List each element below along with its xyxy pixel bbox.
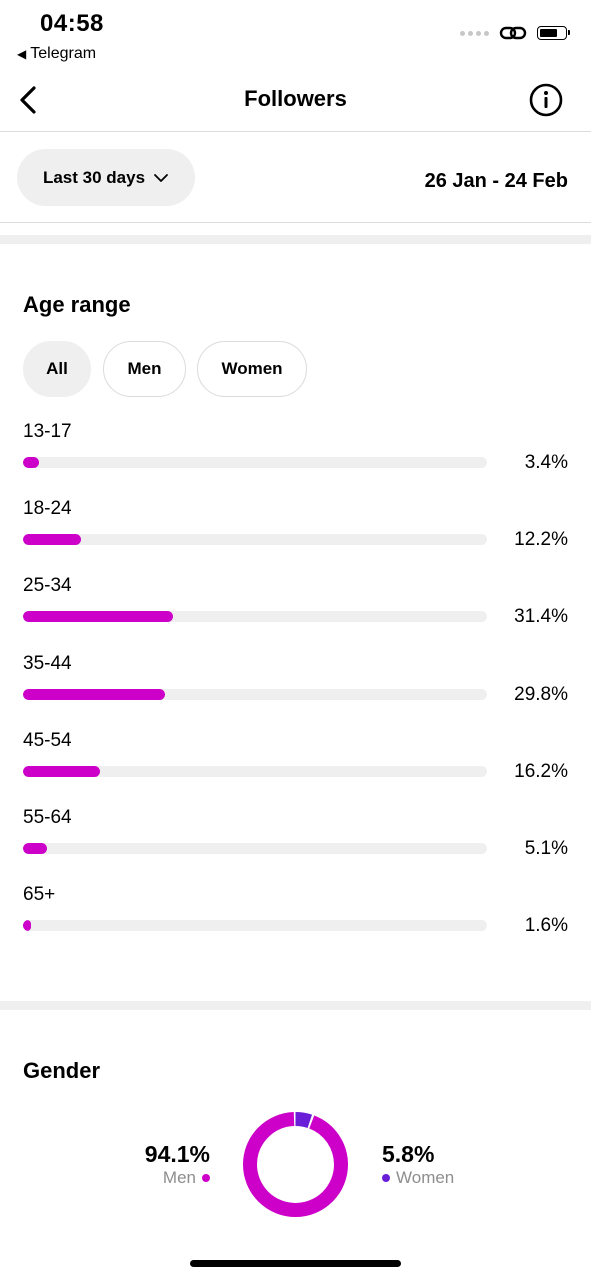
age-row: 35-44 29.8% (23, 653, 568, 713)
women-stat: 5.8% Women (382, 1141, 492, 1188)
donut-men-segment (243, 1112, 348, 1217)
age-bar-track (23, 611, 487, 623)
age-percent: 5.1% (524, 838, 568, 859)
section-separator (0, 235, 591, 244)
age-bar-track (23, 765, 487, 777)
age-label: 13-17 (23, 421, 72, 442)
age-row: 65+ 1.6% (23, 884, 568, 944)
age-row: 13-17 3.4% (23, 421, 568, 481)
info-icon[interactable] (529, 83, 563, 117)
tab-all[interactable]: All (23, 341, 91, 397)
battery-icon (537, 26, 570, 40)
age-label: 25-34 (23, 575, 72, 597)
age-label: 45-54 (23, 729, 72, 751)
age-label: 55-64 (23, 807, 72, 828)
filter-divider (0, 222, 591, 223)
age-percent: 3.4% (524, 452, 568, 473)
home-indicator[interactable] (190, 1260, 401, 1267)
age-bar-track (23, 457, 487, 468)
men-stat: 94.1% Men (128, 1141, 210, 1188)
link-icon (499, 26, 527, 40)
back-to-telegram-link[interactable]: ◀ Telegram (17, 45, 96, 63)
header-divider (0, 131, 591, 132)
age-bar (23, 611, 174, 623)
age-percent: 31.4% (514, 606, 568, 628)
women-percent: 5.8% (382, 1141, 435, 1167)
age-row: 18-24 12.2% (23, 498, 568, 558)
age-percent: 16.2% (514, 760, 568, 782)
date-range: 26 Jan - 24 Feb (424, 170, 568, 192)
age-label: 35-44 (23, 652, 72, 674)
age-bar (23, 688, 166, 700)
age-percent: 1.6% (524, 915, 568, 937)
women-label: Women (396, 1168, 455, 1187)
age-label: 18-24 (23, 498, 72, 520)
gender-donut-chart (243, 1112, 348, 1217)
age-range-title: Age range (23, 292, 131, 317)
age-bar-track (23, 920, 487, 932)
donut-women-segment (243, 1112, 348, 1217)
gender-title: Gender (23, 1058, 101, 1083)
age-bar (23, 843, 48, 854)
age-row: 55-64 5.1% (23, 807, 568, 867)
men-legend: Men (128, 1168, 210, 1188)
signal-icon (460, 30, 489, 36)
tab-women[interactable]: Women (197, 341, 307, 397)
status-time: 04:58 (40, 10, 104, 37)
tab-men[interactable]: Men (103, 341, 186, 397)
women-legend: Women (382, 1168, 492, 1188)
age-bar-track (23, 688, 487, 700)
age-bar-track (23, 534, 487, 546)
age-bar (23, 457, 40, 468)
age-label: 65+ (23, 884, 56, 906)
age-bar (23, 534, 82, 546)
men-label: Men (162, 1168, 196, 1187)
men-dot-icon (202, 1174, 210, 1182)
page-title: Followers (244, 86, 347, 111)
triangle-left-icon: ◀ (17, 47, 27, 61)
period-label: Last 30 days (42, 167, 146, 187)
status-indicators (460, 24, 570, 42)
chevron-left-icon[interactable] (14, 84, 44, 116)
age-bar (23, 765, 101, 777)
age-row: 45-54 16.2% (23, 730, 568, 790)
women-dot-icon (382, 1174, 390, 1182)
chevron-down-icon (154, 173, 168, 182)
age-row: 25-34 31.4% (23, 575, 568, 635)
age-percent: 12.2% (514, 529, 568, 551)
age-bar-track (23, 843, 487, 854)
period-dropdown-button[interactable]: Last 30 days (17, 149, 195, 206)
age-bar (23, 920, 31, 932)
section-separator (0, 1001, 591, 1010)
men-percent: 94.1% (144, 1141, 210, 1167)
back-app-label: Telegram (30, 45, 97, 62)
age-percent: 29.8% (514, 683, 568, 705)
